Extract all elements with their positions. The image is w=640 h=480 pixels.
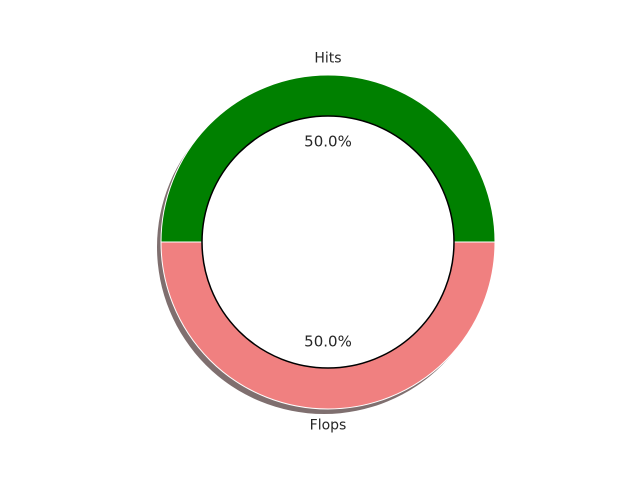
labels-group: Hits 50.0% Flops 50.0% (304, 50, 352, 433)
pct-label-flops: 50.0% (304, 333, 352, 351)
slice-label-hits: Hits (314, 50, 341, 66)
slice-label-flops: Flops (310, 418, 347, 434)
donut-hole (201, 115, 455, 369)
pct-label-hits: 50.0% (304, 132, 352, 150)
